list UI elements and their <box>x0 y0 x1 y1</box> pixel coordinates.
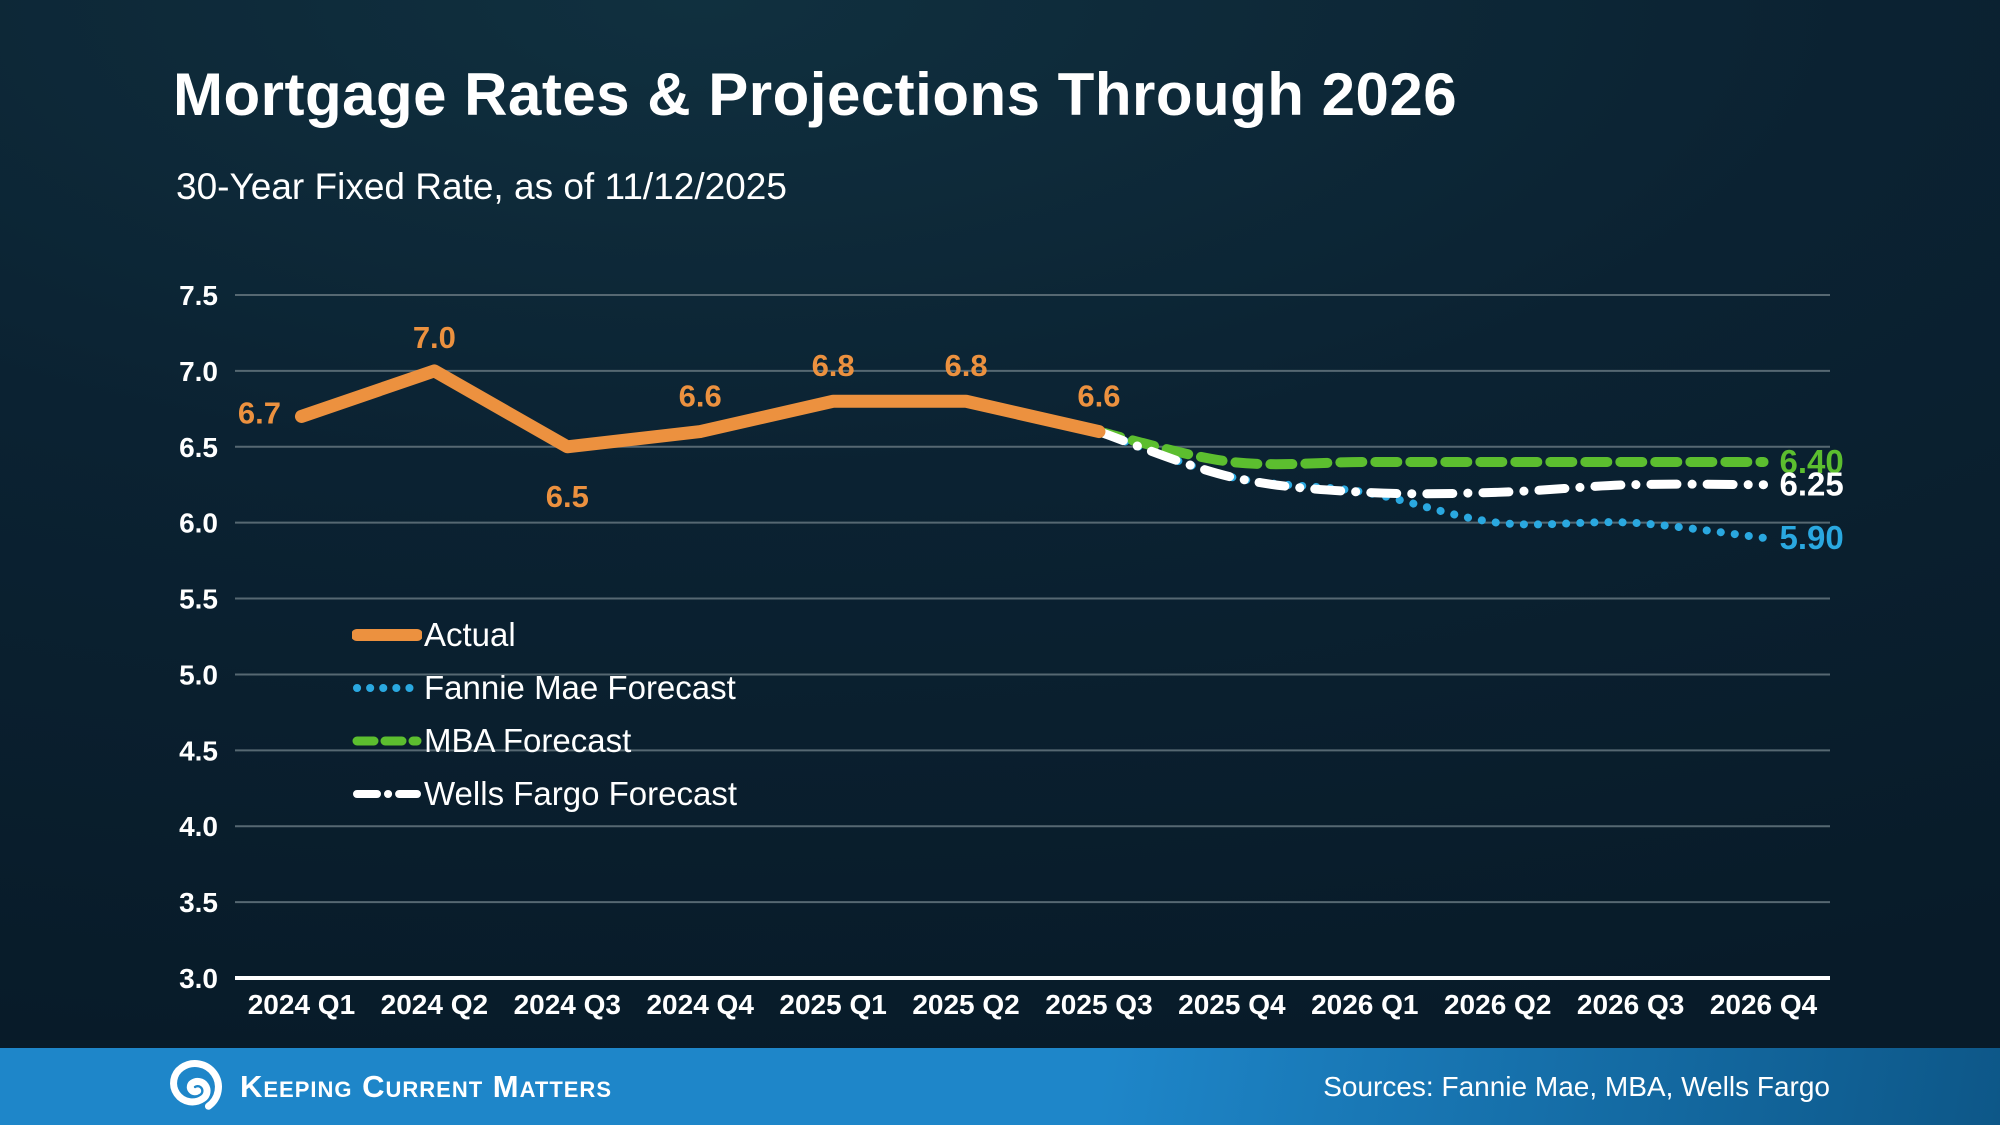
x-tick-label: 2026 Q2 <box>1444 989 1551 1020</box>
end-label-mba-forecast: 6.40 <box>1780 443 1844 480</box>
data-label-actual: 6.8 <box>944 348 987 383</box>
legend-label: Fannie Mae Forecast <box>424 668 736 706</box>
x-tick-label: 2024 Q1 <box>248 989 355 1020</box>
legend-swatch-mba-forecast <box>352 736 422 745</box>
series-line-mba-forecast <box>1093 426 1769 470</box>
x-tick-label: 2026 Q4 <box>1710 989 1818 1020</box>
x-tick-label: 2024 Q2 <box>381 989 488 1020</box>
legend-label: Actual <box>424 615 516 653</box>
legend-item-fannie-mae-forecast: Fannie Mae Forecast <box>352 661 737 714</box>
legend-label: Wells Fargo Forecast <box>424 774 737 812</box>
x-tick-label: 2024 Q3 <box>514 989 621 1020</box>
footer-bar: Keeping Current Matters Sources: Fannie … <box>0 1048 2000 1125</box>
data-label-actual: 7.0 <box>413 320 456 355</box>
legend-item-wells-fargo-forecast: Wells Fargo Forecast <box>352 767 737 820</box>
x-tick-label: 2025 Q3 <box>1045 989 1152 1020</box>
sources-text: Sources: Fannie Mae, MBA, Wells Fargo <box>1323 1070 1830 1102</box>
kcm-spiral-logo-icon <box>170 1059 222 1110</box>
page-title: Mortgage Rates & Projections Through 202… <box>173 61 1458 128</box>
y-tick-label: 7.0 <box>179 356 218 387</box>
brand: Keeping Current Matters <box>165 1057 612 1117</box>
x-tick-labels: 2024 Q1 2024 Q2 2024 Q3 2024 Q4 2025 Q1 2025 … <box>248 989 1818 1020</box>
data-label-actual: 6.6 <box>679 379 722 414</box>
x-tick-label: 2024 Q4 <box>646 989 754 1020</box>
legend-label: MBA Forecast <box>424 721 632 759</box>
y-tick-label: 4.0 <box>179 811 218 842</box>
end-label-fannie-mae-forecast: 5.90 <box>1780 519 1844 556</box>
y-tick-label: 4.5 <box>179 735 218 766</box>
data-label-actual: 6.7 <box>238 395 281 430</box>
y-tick-label: 6.0 <box>179 508 218 539</box>
page-subtitle: 30-Year Fixed Rate, as of 11/12/2025 <box>176 166 787 207</box>
data-label-actual: 6.5 <box>546 479 589 514</box>
y-tick-label: 5.0 <box>179 659 218 690</box>
chart-legend: Actual Fannie Mae Forecast MBA Forecast Wel… <box>352 608 737 820</box>
legend-swatch-actual <box>352 628 422 641</box>
x-tick-label: 2025 Q4 <box>1178 989 1286 1020</box>
y-tick-label: 5.5 <box>179 584 218 615</box>
y-tick-label: 3.5 <box>179 887 218 918</box>
y-tick-label: 6.5 <box>179 432 218 463</box>
data-label-actual: 6.8 <box>812 348 855 383</box>
legend-item-mba-forecast: MBA Forecast <box>352 714 737 767</box>
x-tick-label: 2026 Q3 <box>1577 989 1684 1020</box>
y-tick-label: 3.0 <box>179 963 218 994</box>
x-tick-label: 2025 Q2 <box>912 989 1019 1020</box>
legend-swatch-fannie-mae-forecast <box>353 683 421 692</box>
series-line-actual <box>294 364 1106 454</box>
data-label-actual: 6.6 <box>1077 379 1120 414</box>
end-label-wells-fargo-forecast: 6.25 <box>1780 466 1844 503</box>
legend-swatch-wells-fargo-forecast <box>353 789 421 798</box>
brand-name: Keeping Current Matters <box>240 1068 612 1104</box>
legend-item-actual: Actual <box>352 608 737 661</box>
gridlines: 7.5 7.0 6.5 6.0 5.5 5.0 4.5 4.0 3.5 3.0 <box>179 280 1830 994</box>
series-line-wells-fargo-forecast <box>1094 427 1769 499</box>
x-tick-label: 2025 Q1 <box>779 989 886 1020</box>
x-tick-label: 2026 Q1 <box>1311 989 1418 1020</box>
y-tick-label: 7.5 <box>179 280 218 311</box>
